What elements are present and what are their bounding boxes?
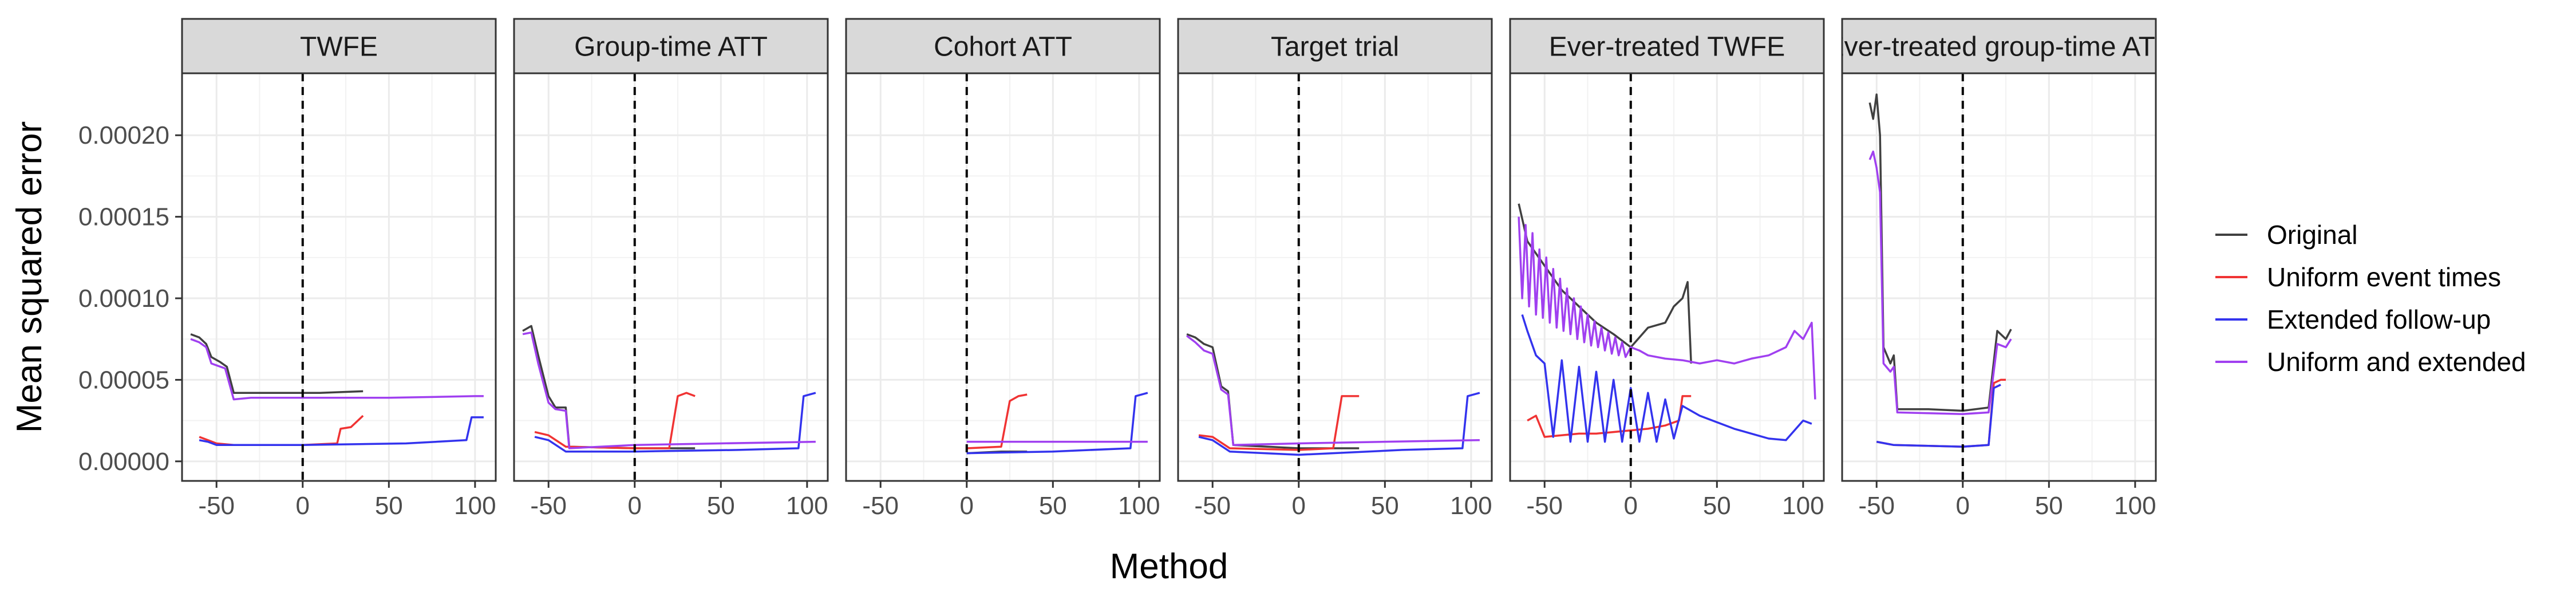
x-tick-label: 100 xyxy=(1118,492,1160,520)
x-tick-label: -50 xyxy=(1194,492,1231,520)
legend-label: Uniform event times xyxy=(2267,262,2501,292)
series-line xyxy=(190,333,364,394)
x-tick-label: 100 xyxy=(454,492,496,520)
facet-title: Cohort ATT xyxy=(934,32,1072,62)
facet-title: Ever-treated group-time ATT xyxy=(1826,32,2172,62)
panel-background xyxy=(846,73,1160,481)
y-tick-label: 0.00010 xyxy=(78,285,169,313)
x-tick-label: -50 xyxy=(1858,492,1895,520)
y-tick-label: 0.00000 xyxy=(78,448,169,476)
facet-panel: Ever-treated TWFE -50 0 50 100 xyxy=(1509,18,1825,520)
panel-background xyxy=(1842,73,2156,481)
facet-strip xyxy=(1841,18,2157,74)
series-group xyxy=(1868,93,2012,448)
legend-item: Extended follow-up xyxy=(2215,305,2491,334)
series-line xyxy=(534,392,816,453)
x-tick-label: -50 xyxy=(1526,492,1563,520)
x-tick-label: 0 xyxy=(1624,492,1638,520)
legend-label: Uniform and extended xyxy=(2267,347,2526,377)
y-tick-label: 0.00020 xyxy=(78,121,169,149)
legend-item: Uniform event times xyxy=(2215,262,2501,292)
facet-panel: Target trial -50 0 50 100 xyxy=(1177,18,1493,520)
series-group xyxy=(1518,203,1816,443)
x-tick-label: 100 xyxy=(786,492,828,520)
facet-panel: Ever-treated group-time ATT -50 0 50 100 xyxy=(1826,18,2172,520)
x-tick-label: 0 xyxy=(960,492,974,520)
y-tick-label: 0.00015 xyxy=(78,203,169,231)
facet-title: Group-time ATT xyxy=(574,32,768,62)
facet-strip xyxy=(845,18,1161,74)
legend-item: Uniform and extended xyxy=(2215,347,2526,377)
series-group xyxy=(522,325,816,453)
legend-item: Original xyxy=(2215,220,2358,250)
facet-strip xyxy=(1509,18,1825,74)
facet-panel: Group-time ATT -50 0 50 100 xyxy=(513,18,829,520)
series-line xyxy=(1868,150,2012,415)
x-tick-label: 50 xyxy=(2035,492,2063,520)
x-tick-label: 50 xyxy=(1703,492,1731,520)
series-line xyxy=(1186,335,1480,447)
legend-label: Extended follow-up xyxy=(2267,305,2491,334)
x-tick-label: 50 xyxy=(707,492,735,520)
facet-strip xyxy=(181,18,497,74)
facet-panel: Cohort ATT -50 0 50 100 xyxy=(845,18,1161,520)
x-tick-label: 50 xyxy=(1371,492,1399,520)
series-line xyxy=(199,416,484,447)
x-tick-label: 100 xyxy=(2114,492,2156,520)
x-tick-label: -50 xyxy=(198,492,235,520)
x-tick-label: 0 xyxy=(1292,492,1306,520)
x-tick-label: 50 xyxy=(1039,492,1067,520)
series-line xyxy=(1521,314,1812,443)
series-line xyxy=(190,338,484,401)
facet-title: TWFE xyxy=(300,32,378,62)
y-tick-label: 0.00005 xyxy=(78,366,169,394)
series-line xyxy=(522,331,816,449)
x-tick-label: 0 xyxy=(1956,492,1970,520)
facet-title: Ever-treated TWFE xyxy=(1549,32,1785,62)
series-line xyxy=(534,392,696,449)
series-line xyxy=(966,393,1028,449)
series-line xyxy=(966,392,1148,455)
series-line xyxy=(1518,216,1816,400)
y-axis: 0.00000 0.00005 0.00010 0.00015 0.00020 xyxy=(78,121,182,476)
panel-background xyxy=(182,73,496,481)
x-tick-label: 0 xyxy=(296,492,310,520)
facet-strip xyxy=(1177,18,1493,74)
facet-strip xyxy=(513,18,829,74)
legend: Original Uniform event times Extended foll… xyxy=(2215,220,2526,377)
x-tick-label: 50 xyxy=(375,492,403,520)
facet-title: Target trial xyxy=(1271,32,1399,62)
x-tick-label: 0 xyxy=(628,492,642,520)
legend-label: Original xyxy=(2267,220,2358,250)
x-tick-label: -50 xyxy=(530,492,567,520)
y-axis-title: Mean squared error xyxy=(10,121,49,433)
series-group xyxy=(966,392,1148,455)
panel-background xyxy=(1510,73,1824,481)
x-tick-label: -50 xyxy=(862,492,899,520)
x-tick-label: 100 xyxy=(1782,492,1824,520)
x-axis-title: Method xyxy=(1110,547,1228,586)
facet-panel: TWFE -50 0 50 100 xyxy=(181,18,497,520)
x-tick-label: 100 xyxy=(1450,492,1492,520)
series-line xyxy=(1198,392,1480,456)
series-line xyxy=(1876,384,2001,448)
